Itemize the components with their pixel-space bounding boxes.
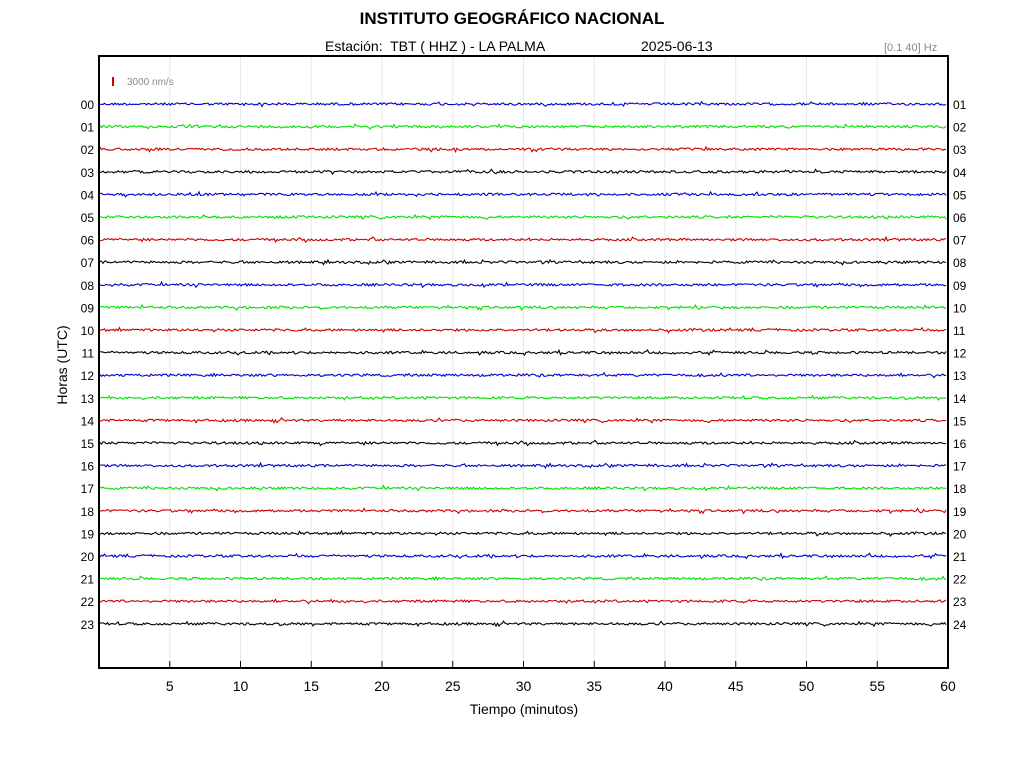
seismic-trace [99,529,947,537]
y-tick-label-left: 15 [81,437,95,451]
y-tick-label-right: 01 [953,98,967,112]
scale-bar-mark [112,77,114,86]
seismic-trace [99,461,947,470]
y-tick-label-left: 01 [81,121,95,135]
y-tick-label-left: 11 [82,347,95,361]
y-tick-label-left: 03 [81,166,95,180]
y-axis-label: Horas (UTC) [54,325,70,405]
x-tick-label: 25 [445,678,461,694]
seismic-trace [99,575,947,582]
y-tick-label-left: 22 [81,595,95,609]
y-tick-label-right: 18 [953,482,967,496]
y-tick-label-right: 06 [953,211,967,225]
y-tick-label-right: 07 [953,234,967,248]
scale-bar: 3000 nm/s [112,77,174,88]
seismic-trace [99,620,947,628]
seismic-trace [99,348,947,356]
x-tick-label: 30 [516,678,532,694]
seismic-trace [99,213,947,221]
y-tick-label-right: 02 [953,121,967,135]
y-tick-label-left: 17 [81,482,95,496]
seismic-trace [99,168,947,176]
x-tick-label: 5 [166,678,174,694]
y-tick-label-left: 02 [81,143,95,157]
y-tick-label-left: 07 [81,256,95,270]
y-tick-label-left: 12 [81,369,95,383]
y-tick-label-right: 03 [953,143,967,157]
trace-group [99,100,947,628]
x-tick-label: 45 [728,678,744,694]
y-tick-label-left: 05 [81,211,95,225]
y-tick-label-left: 23 [81,618,95,632]
tick-group: 5 10 15 20 25 30 35 40 45 50 55 60 00 01 02 03 04 05 06 07 0… [81,98,967,694]
y-tick-label-right: 15 [953,414,967,428]
y-tick-label-left: 00 [81,98,95,112]
seismic-trace [99,326,947,334]
page-title: INSTITUTO GEOGRÁFICO NACIONAL [359,9,665,28]
x-tick-label: 55 [869,678,885,694]
y-tick-label-right: 19 [953,505,967,519]
y-tick-label-left: 14 [81,414,95,428]
y-tick-label-left: 18 [81,505,95,519]
y-tick-label-right: 16 [953,437,967,451]
seismic-trace [99,394,947,401]
station-label: Estación: TBT ( HHZ ) - LA PALMA [325,38,546,54]
seismic-trace [99,258,947,266]
x-tick-label: 10 [233,678,249,694]
seismic-trace [99,303,947,312]
y-tick-label-left: 13 [81,392,95,406]
seismic-trace [99,416,947,425]
y-tick-label-left: 19 [81,527,95,541]
y-tick-label-left: 10 [81,324,95,338]
seismic-trace [99,235,947,244]
date-label: 2025-06-13 [641,38,713,54]
seismic-trace [99,371,947,379]
seismic-trace [99,439,947,447]
y-tick-label-right: 11 [953,324,966,338]
seismic-trace [99,484,947,492]
y-tick-label-left: 20 [81,550,95,564]
seismic-trace [99,190,947,198]
y-tick-label-right: 22 [953,573,967,587]
y-tick-label-right: 21 [953,550,967,564]
y-tick-label-left: 06 [81,234,95,248]
x-tick-label: 15 [303,678,319,694]
y-tick-label-right: 04 [953,166,967,180]
y-tick-label-right: 09 [953,279,967,293]
seismic-trace [99,122,947,131]
scale-bar-label: 3000 nm/s [127,77,174,88]
y-tick-label-right: 24 [953,618,967,632]
seismic-trace [99,507,947,515]
seismic-trace [99,100,947,108]
filter-band-label: [0.1 40] Hz [884,42,938,54]
grid-lines [169,56,878,668]
y-tick-label-right: 20 [953,527,967,541]
x-tick-label: 60 [940,678,956,694]
y-tick-label-right: 14 [953,392,967,406]
y-tick-label-right: 08 [953,256,967,270]
seismic-trace [99,280,947,289]
y-tick-label-left: 16 [81,460,95,474]
x-tick-label: 35 [586,678,602,694]
x-tick-label: 40 [657,678,673,694]
seismic-trace [99,145,947,154]
x-axis-label: Tiempo (minutos) [469,701,579,717]
y-tick-label-right: 12 [953,347,967,361]
y-tick-label-left: 04 [81,188,95,202]
y-tick-label-right: 23 [953,595,967,609]
x-tick-label: 20 [374,678,390,694]
y-tick-label-left: 08 [81,279,95,293]
y-tick-label-right: 05 [953,188,967,202]
plot-frame [98,55,949,669]
y-tick-label-right: 17 [953,460,967,474]
y-tick-label-left: 21 [81,573,95,587]
y-tick-label-right: 13 [953,369,967,383]
seismic-trace [99,552,947,560]
seismic-trace [99,598,947,605]
y-tick-label-left: 09 [81,301,95,315]
y-tick-label-right: 10 [953,301,967,315]
x-tick-label: 50 [799,678,815,694]
